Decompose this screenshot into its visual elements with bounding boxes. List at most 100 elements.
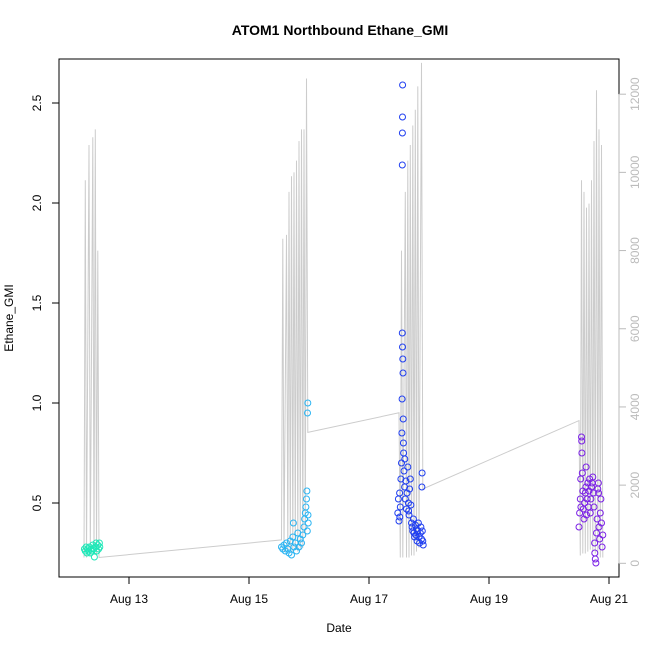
data-point [398, 129, 406, 137]
data-point [302, 503, 310, 511]
data-point [299, 531, 307, 539]
y-tick-label: 1.0 [30, 394, 44, 411]
x-tick-label: Aug 21 [590, 592, 628, 606]
data-point [399, 81, 407, 89]
y2-tick-label: 10000 [628, 155, 642, 189]
data-point [583, 511, 590, 519]
x-axis-label: Date [326, 621, 352, 635]
data-point [298, 539, 305, 547]
y-tick-label: 2.5 [30, 94, 44, 111]
data-point [582, 463, 590, 471]
data-point [303, 487, 311, 495]
data-point [303, 527, 311, 535]
data-point [589, 473, 597, 481]
data-point [596, 509, 604, 517]
data-point [593, 515, 601, 523]
y2-tick-label: 4000 [628, 393, 642, 420]
data-point [594, 479, 602, 487]
data-point [578, 433, 585, 441]
data-point [405, 507, 413, 515]
data-point [398, 429, 406, 437]
data-point [95, 539, 103, 547]
data-point [419, 537, 427, 545]
data-point [396, 513, 404, 521]
data-point [399, 343, 406, 351]
data-point [408, 519, 415, 527]
data-point [418, 483, 426, 491]
y-axis-label: Ethane_GMI [2, 284, 16, 351]
altitude-trace-line [83, 62, 604, 559]
data-point [576, 495, 584, 503]
data-point [399, 415, 407, 423]
x-axis: Aug 13 Aug 15 Aug 17 Aug 19 Aug 21 [110, 576, 628, 606]
data-point [406, 475, 414, 483]
data-point [395, 517, 403, 525]
data-point [404, 463, 412, 471]
data-point [288, 551, 295, 559]
x-tick-label: Aug 19 [470, 592, 508, 606]
data-point [396, 489, 404, 497]
data-point [303, 495, 310, 503]
data-point [405, 511, 413, 519]
data-point [418, 469, 426, 477]
data-point [399, 113, 406, 121]
data-point [417, 523, 425, 531]
data-point [399, 439, 407, 447]
data-point [588, 483, 595, 491]
x-tick-label: Aug 15 [230, 592, 268, 606]
data-point [92, 539, 100, 547]
data-point [575, 523, 583, 531]
plot-frame [58, 58, 620, 578]
data-point [402, 477, 410, 485]
data-point [409, 515, 417, 523]
data-point [578, 437, 586, 445]
data-point [403, 505, 410, 513]
y2-axis: 0 2000 4000 6000 8000 10000 12000 [618, 77, 642, 567]
data-point [398, 329, 406, 337]
data-point [304, 519, 312, 527]
data-point [589, 489, 597, 497]
y-axis: 0.5 1.0 1.5 2.0 2.5 [30, 94, 60, 511]
data-point [577, 475, 585, 483]
data-point [401, 455, 409, 463]
points-layer [80, 81, 607, 567]
data-point [597, 495, 605, 503]
y2-tick-label: 2000 [628, 471, 642, 498]
y2-tick-label: 0 [628, 560, 642, 567]
data-point [406, 485, 414, 493]
data-point [96, 543, 104, 551]
data-point [304, 399, 312, 407]
data-point [418, 527, 426, 535]
x-tick-label: Aug 13 [110, 592, 148, 606]
data-point [584, 479, 592, 487]
y2-tick-label: 8000 [628, 237, 642, 264]
data-point [289, 519, 297, 527]
data-point [586, 509, 594, 517]
chart-title: ATOM1 Northbound Ethane_GMI [232, 22, 448, 38]
data-point [598, 543, 606, 551]
data-point [578, 449, 586, 457]
data-point [593, 529, 600, 537]
data-point [284, 545, 292, 553]
y-tick-label: 1.5 [30, 294, 44, 311]
data-point [407, 501, 415, 509]
data-point [396, 503, 404, 511]
data-point [591, 549, 599, 557]
data-point [398, 161, 406, 169]
y2-tick-label: 12000 [628, 77, 642, 111]
x-tick-label: Aug 17 [350, 592, 388, 606]
data-point [583, 495, 591, 503]
data-point [590, 503, 598, 511]
data-point [599, 531, 607, 539]
altitude-trace-layer [83, 62, 604, 559]
data-point [90, 553, 98, 561]
data-point [400, 467, 408, 475]
data-point [399, 355, 407, 363]
data-point [587, 495, 595, 503]
data-point [304, 511, 312, 519]
data-point [595, 489, 603, 497]
y-tick-label: 0.5 [30, 494, 44, 511]
y-tick-label: 2.0 [30, 194, 44, 211]
